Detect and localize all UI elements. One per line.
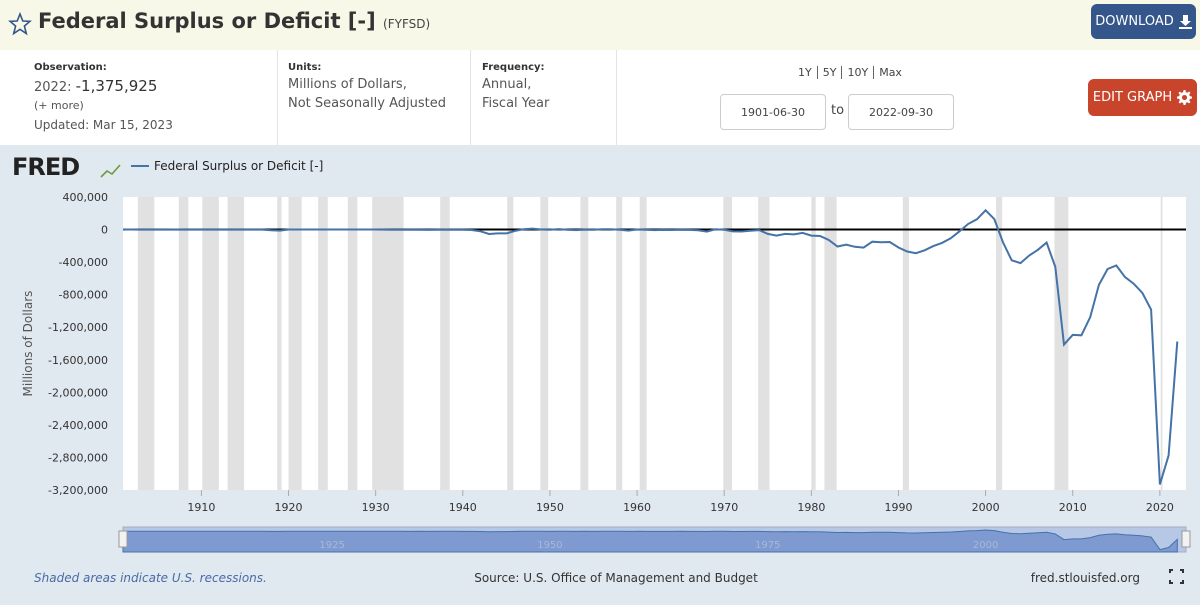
recession-band <box>440 197 450 490</box>
observation-value: -1,375,925 <box>75 77 158 95</box>
recession-band <box>137 197 155 490</box>
y-tick-label: -800,000 <box>59 289 108 302</box>
updated-date: Updated: Mar 15, 2023 <box>34 118 173 132</box>
recession-band <box>347 197 358 490</box>
start-date-input[interactable]: 1901-06-30 <box>720 94 826 130</box>
units-line: Millions of Dollars, <box>288 77 407 92</box>
download-icon <box>1178 14 1192 29</box>
to-label: to <box>831 103 845 118</box>
recession-band <box>758 197 770 490</box>
navigator-handle[interactable] <box>1181 530 1191 548</box>
navigator-tick-label: 2000 <box>973 540 998 551</box>
divider <box>470 50 471 145</box>
x-tick-label: 2000 <box>972 501 1000 514</box>
range-button[interactable]: 5Y <box>816 66 842 79</box>
y-tick-label: -400,000 <box>59 256 108 269</box>
recession-band <box>372 197 404 490</box>
logo-icon <box>100 164 121 178</box>
range-button[interactable]: Max <box>873 66 907 79</box>
frequency-line: Annual, <box>482 77 532 92</box>
navigator-tick-label: 1925 <box>319 540 344 551</box>
x-tick-label: 2010 <box>1059 501 1087 514</box>
series-line <box>122 208 1179 485</box>
edit-graph-button[interactable]: EDIT GRAPH <box>1088 79 1197 116</box>
y-tick-label: 400,000 <box>63 191 109 204</box>
x-tick-label: 1930 <box>362 501 390 514</box>
y-tick-label: -2,000,000 <box>48 386 108 399</box>
x-tick-label: 1910 <box>187 501 215 514</box>
recession-band <box>540 197 549 490</box>
download-label: DOWNLOAD <box>1095 14 1174 29</box>
plot-area <box>123 197 1186 490</box>
frequency-line: Fiscal Year <box>482 96 550 111</box>
recession-band <box>277 197 282 490</box>
recession-band <box>723 197 733 490</box>
divider <box>616 50 617 145</box>
recession-band <box>1160 197 1163 490</box>
y-tick-label: -1,600,000 <box>48 354 108 367</box>
observation-date: 2022: <box>34 80 72 95</box>
end-date-input[interactable]: 2022-09-30 <box>848 94 954 130</box>
range-buttons: 1Y 5Y 10Y Max <box>760 66 940 79</box>
recession-band <box>996 197 1003 490</box>
units-label: Units: <box>288 62 322 73</box>
recession-band <box>288 197 302 490</box>
x-tick-label: 1920 <box>275 501 303 514</box>
fred-logo: FRED <box>12 153 79 181</box>
recession-band <box>616 197 623 490</box>
range-button[interactable]: 1Y <box>798 66 812 79</box>
x-tick-label: 1960 <box>623 501 651 514</box>
download-button[interactable]: DOWNLOAD <box>1091 4 1196 39</box>
x-tick-label: 1940 <box>449 501 477 514</box>
recession-note: Shaded areas indicate U.S. recessions. <box>34 571 267 585</box>
x-tick-label: 2020 <box>1146 501 1174 514</box>
source: Source: U.S. Office of Management and Bu… <box>474 571 758 585</box>
recession-band <box>824 197 837 490</box>
chart: FRED Federal Surplus or Deficit [-] 400,00… <box>0 145 1200 605</box>
series-id: (FYFSD) <box>383 17 431 31</box>
observation-label: Observation: <box>34 62 107 73</box>
recession-band <box>902 197 909 490</box>
divider <box>277 50 278 145</box>
y-tick-label: -2,400,000 <box>48 419 108 432</box>
navigator-tick-label: 1950 <box>537 540 562 551</box>
y-tick-label: -3,200,000 <box>48 484 108 497</box>
recession-band <box>178 197 189 490</box>
site-url: fred.stlouisfed.org <box>1031 571 1140 585</box>
recession-band <box>580 197 589 490</box>
recession-band <box>1054 197 1069 490</box>
recession-band <box>639 197 647 490</box>
x-tick-label: 1950 <box>536 501 564 514</box>
edit-label: EDIT GRAPH <box>1092 90 1173 105</box>
recession-band <box>811 197 816 490</box>
legend-label: Federal Surplus or Deficit [-] <box>154 159 323 173</box>
series-title: Federal Surplus or Deficit [-] (FYFSD) <box>38 9 430 33</box>
y-tick-label: 0 <box>101 224 108 237</box>
header-bar <box>0 0 1200 50</box>
recession-band <box>318 197 328 490</box>
units-line: Not Seasonally Adjusted <box>288 96 446 111</box>
fullscreen-icon[interactable] <box>1169 569 1184 584</box>
navigator-series <box>122 529 1178 553</box>
x-tick-label: 1990 <box>884 501 912 514</box>
title-text: Federal Surplus or Deficit [-] <box>38 9 376 33</box>
gear-icon <box>1177 90 1193 105</box>
x-tick-label: 1970 <box>710 501 738 514</box>
y-tick-label: -1,200,000 <box>48 321 108 334</box>
recession-band <box>227 197 245 490</box>
navigator-handle[interactable] <box>118 530 128 548</box>
navigator-tick-label: 1975 <box>755 540 780 551</box>
frequency-label: Frequency: <box>482 62 545 73</box>
favorite-star[interactable] <box>8 12 32 36</box>
y-tick-label: -2,800,000 <box>48 451 108 464</box>
range-button[interactable]: 10Y <box>841 66 873 79</box>
y-axis-label: Millions of Dollars <box>21 291 35 397</box>
x-tick-label: 1980 <box>797 501 825 514</box>
recession-band <box>202 197 219 490</box>
more-link[interactable]: (+ more) <box>34 99 84 112</box>
recession-band <box>507 197 514 490</box>
